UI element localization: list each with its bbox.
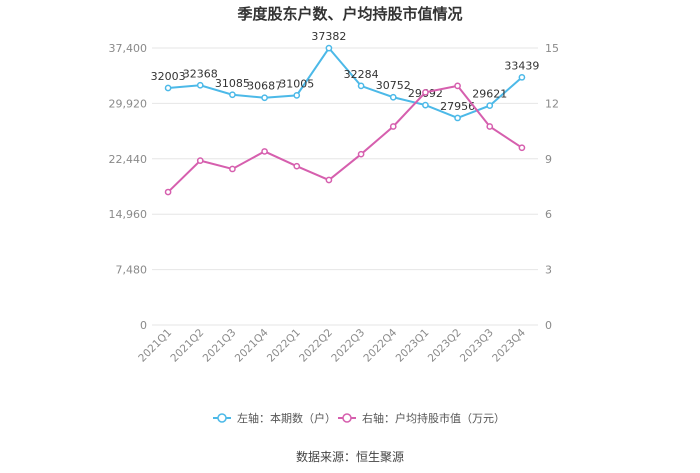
- data-label: 33439: [504, 59, 539, 72]
- left-tick-label: 29,920: [109, 97, 148, 110]
- data-point-left[interactable]: [261, 94, 268, 102]
- data-point-right[interactable]: [325, 176, 333, 184]
- legend-item-right[interactable]: 右轴：户均持股市值（万元）: [338, 411, 505, 425]
- data-point-right[interactable]: [486, 123, 494, 130]
- right-tick-label: 3: [545, 264, 552, 277]
- x-tick-label: 2023Q1: [394, 327, 432, 365]
- data-point-right[interactable]: [196, 157, 204, 164]
- data-point-right[interactable]: [422, 88, 429, 96]
- data-point-left[interactable]: [196, 81, 204, 89]
- data-point-left[interactable]: [422, 101, 429, 109]
- left-tick-label: 22,440: [109, 153, 148, 166]
- x-tick-label: 2022Q1: [265, 327, 303, 365]
- legend-marker-left: [217, 413, 227, 423]
- data-label: 30752: [376, 79, 411, 92]
- data-point-right[interactable]: [261, 148, 268, 155]
- right-tick-label: 0: [545, 319, 552, 332]
- data-label: 31005: [279, 77, 314, 90]
- x-tick-label: 2021Q2: [168, 327, 206, 365]
- x-tick-label: 2022Q2: [297, 327, 335, 365]
- data-point-left[interactable]: [486, 102, 494, 109]
- data-point-left[interactable]: [454, 114, 461, 122]
- data-label: 37382: [311, 30, 346, 43]
- data-point-left[interactable]: [164, 84, 172, 92]
- grid: [152, 47, 538, 326]
- x-tick-label: 2021Q4: [233, 326, 271, 364]
- chart-title: 季度股东户数、户均持股市值情况: [237, 5, 462, 23]
- data-point-right[interactable]: [357, 150, 365, 158]
- series-line-left: [167, 46, 523, 120]
- data-label: 30687: [247, 80, 282, 93]
- right-axis: 0 3 6 9 12 15: [545, 42, 559, 332]
- data-point-left[interactable]: [518, 73, 526, 81]
- right-tick-label: 9: [545, 153, 552, 166]
- data-point-left[interactable]: [229, 91, 236, 99]
- x-tick-label: 2023Q2: [426, 327, 464, 365]
- x-tick-label: 2022Q3: [329, 327, 367, 365]
- legend-label-right: 右轴：户均持股市值（万元）: [362, 411, 505, 425]
- data-label: 32003: [151, 70, 186, 83]
- legend-marker-right: [342, 413, 352, 423]
- x-tick-label: 2023Q4: [490, 326, 528, 364]
- series-line-right: [167, 84, 523, 193]
- x-axis: 2021Q12021Q22021Q32021Q42022Q12022Q22022…: [136, 326, 528, 364]
- x-tick-label: 2022Q4: [361, 326, 399, 364]
- left-tick-label: 14,960: [109, 208, 148, 221]
- data-label: 31085: [215, 77, 250, 90]
- legend-label-left: 左轴：本期数（户）: [237, 411, 336, 425]
- data-label: 32284: [344, 68, 379, 81]
- data-point-right[interactable]: [293, 162, 301, 170]
- data-point-right[interactable]: [454, 82, 461, 90]
- data-label: 32368: [183, 67, 218, 80]
- x-tick-label: 2021Q1: [136, 327, 174, 365]
- left-tick-label: 37,400: [109, 42, 148, 55]
- legend-item-left[interactable]: 左轴：本期数（户）: [213, 411, 336, 425]
- data-point-right[interactable]: [518, 144, 526, 152]
- data-point-right[interactable]: [229, 165, 236, 173]
- data-point-left[interactable]: [357, 82, 365, 90]
- data-point-left[interactable]: [389, 93, 397, 101]
- right-tick-label: 12: [545, 97, 559, 110]
- left-tick-label: 7,480: [116, 264, 148, 277]
- data-label: 29621: [472, 88, 507, 101]
- x-tick-label: 2023Q3: [458, 327, 496, 365]
- data-point-right[interactable]: [389, 123, 397, 130]
- right-tick-label: 6: [545, 208, 552, 221]
- x-tick-label: 2021Q3: [201, 327, 239, 365]
- data-point-left[interactable]: [325, 44, 333, 52]
- right-tick-label: 15: [545, 42, 559, 55]
- data-point-right[interactable]: [164, 188, 172, 196]
- data-point-left[interactable]: [293, 92, 301, 99]
- left-tick-label: 0: [140, 319, 147, 332]
- data-label: 27956: [440, 100, 475, 113]
- data-source: 数据来源：恒生聚源: [296, 449, 404, 464]
- legend[interactable]: 左轴：本期数（户） 右轴：户均持股市值（万元）: [213, 411, 505, 425]
- left-axis: 0 7,480 14,960 22,440 29,920 37,400: [109, 42, 148, 332]
